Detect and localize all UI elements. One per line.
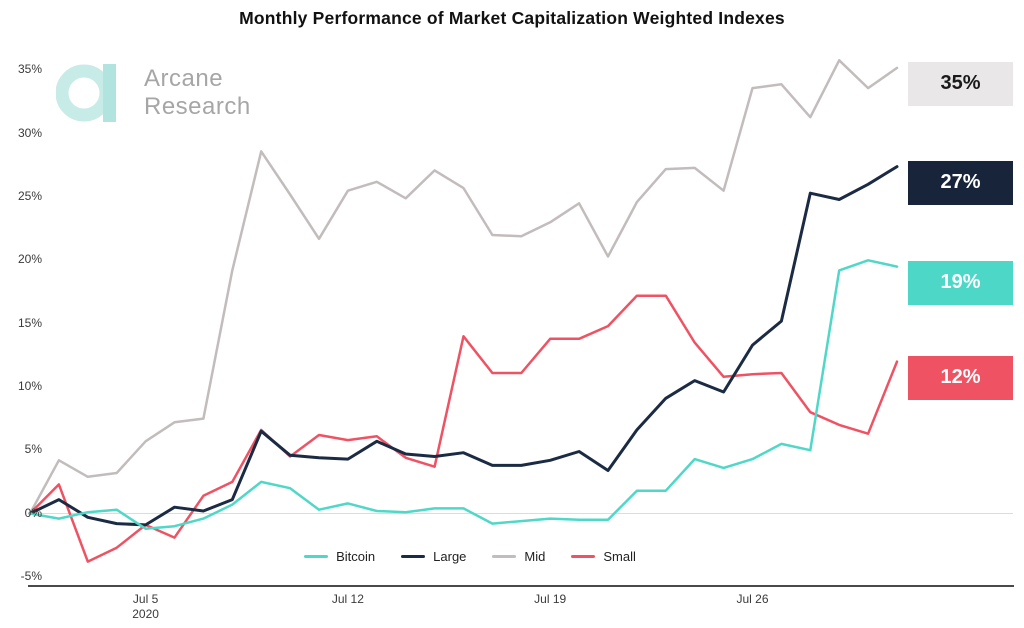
end-label-small: 12% (908, 355, 1013, 400)
legend-swatch-icon (304, 555, 329, 558)
y-tick-label: 30% (17, 125, 42, 140)
legend-swatch-icon (401, 555, 426, 558)
end-label-bitcoin: 19% (908, 260, 1013, 305)
series-lines (28, 59, 899, 563)
legend-swatch-icon (492, 555, 517, 558)
y-tick-label: 5% (24, 442, 42, 457)
y-tick-label: 35% (17, 62, 42, 77)
line-large (28, 165, 899, 527)
y-tick-label: 0% (24, 505, 42, 520)
arcane-logo-line1: Arcane (144, 65, 224, 92)
y-tick-label: 10% (17, 378, 42, 393)
line-small (28, 294, 899, 563)
chart-title: Monthly Performance of Market Capitaliza… (239, 8, 785, 28)
legend-item-mid: Mid (492, 549, 545, 564)
legend-swatch-icon (571, 555, 596, 558)
legend: Bitcoin Large Mid Small (30, 549, 910, 564)
arcane-research-logo: Arcane Research (56, 62, 251, 124)
arcane-logo-icon (56, 64, 116, 122)
legend-label: Small (603, 549, 636, 564)
y-tick-label: 25% (17, 189, 42, 203)
legend-item-large: Large (401, 549, 466, 564)
legend-label: Mid (524, 549, 546, 564)
line-bitcoin (28, 259, 899, 530)
arcane-logo-line2: Research (144, 93, 251, 120)
arcane-logo-text: Arcane Research (144, 65, 251, 121)
x-tick-label: Jul 12 (331, 592, 364, 606)
end-label-mid: 35% (908, 61, 1013, 106)
legend-label: Bitcoin (336, 549, 376, 564)
line-mid (28, 59, 899, 515)
end-label-large: 27% (908, 160, 1013, 205)
y-tick-label: 20% (17, 252, 42, 267)
x-tick-label: Jul 19 (534, 592, 567, 606)
legend-item-bitcoin: Bitcoin (304, 549, 375, 564)
legend-item-small: Small (571, 549, 636, 564)
legend-label: Large (433, 549, 467, 564)
y-tick-label: -5% (20, 568, 42, 583)
x-tick-label: Jul 5 2020 (132, 592, 159, 621)
x-tick-label: Jul 26 (736, 592, 769, 606)
y-tick-label: 15% (17, 315, 42, 330)
